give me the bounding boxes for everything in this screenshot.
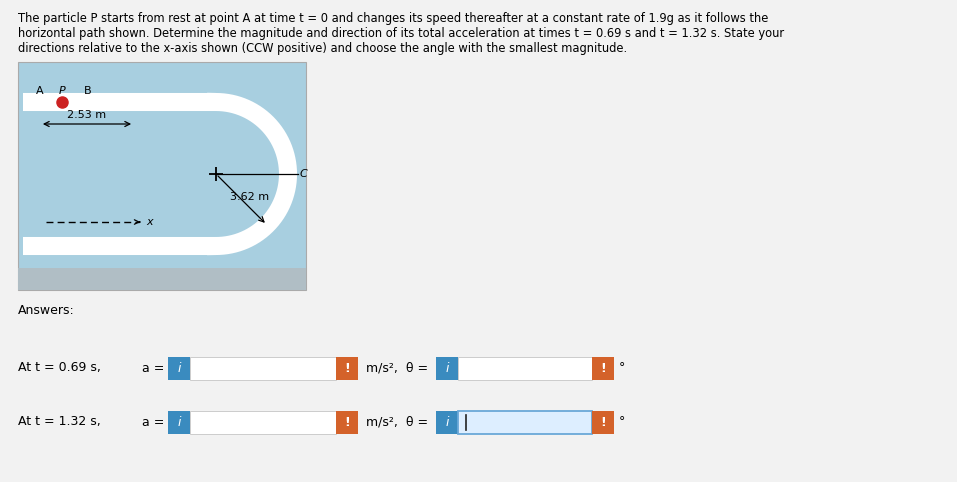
Text: directions relative to the x-axis shown (CCW positive) and choose the angle with: directions relative to the x-axis shown … [18, 42, 627, 55]
Text: 2.53 m: 2.53 m [67, 110, 106, 120]
Text: !: ! [345, 415, 350, 428]
FancyBboxPatch shape [190, 411, 336, 433]
FancyBboxPatch shape [458, 357, 592, 379]
Text: a =: a = [142, 415, 164, 428]
FancyBboxPatch shape [190, 357, 336, 379]
Text: C: C [300, 169, 308, 179]
FancyBboxPatch shape [336, 357, 358, 379]
Text: !: ! [600, 362, 606, 375]
Text: i: i [177, 415, 181, 428]
FancyBboxPatch shape [458, 411, 592, 433]
Text: °: ° [619, 415, 625, 428]
Text: At t = 0.69 s,: At t = 0.69 s, [18, 362, 100, 375]
Text: A: A [36, 86, 44, 96]
FancyBboxPatch shape [168, 411, 190, 433]
Text: m/s²,  θ =: m/s², θ = [366, 362, 428, 375]
Text: !: ! [345, 362, 350, 375]
FancyBboxPatch shape [436, 411, 458, 433]
Text: The particle P starts from rest at point A at time t = 0 and changes its speed t: The particle P starts from rest at point… [18, 12, 768, 25]
Text: i: i [177, 362, 181, 375]
Text: P: P [58, 86, 65, 96]
Text: a =: a = [142, 362, 164, 375]
Text: horizontal path shown. Determine the magnitude and direction of its total accele: horizontal path shown. Determine the mag… [18, 27, 784, 40]
FancyBboxPatch shape [168, 357, 190, 379]
Text: x: x [146, 217, 152, 227]
Text: i: i [445, 415, 449, 428]
FancyBboxPatch shape [592, 411, 614, 433]
Text: !: ! [600, 415, 606, 428]
FancyBboxPatch shape [18, 268, 306, 290]
Text: B: B [84, 86, 92, 96]
Text: °: ° [619, 362, 625, 375]
Text: At t = 1.32 s,: At t = 1.32 s, [18, 415, 100, 428]
Text: m/s²,  θ =: m/s², θ = [366, 415, 428, 428]
FancyBboxPatch shape [336, 411, 358, 433]
FancyBboxPatch shape [436, 357, 458, 379]
Text: Answers:: Answers: [18, 304, 75, 317]
Text: i: i [445, 362, 449, 375]
FancyBboxPatch shape [18, 62, 306, 290]
Text: 3.62 m: 3.62 m [230, 192, 269, 202]
FancyBboxPatch shape [592, 357, 614, 379]
